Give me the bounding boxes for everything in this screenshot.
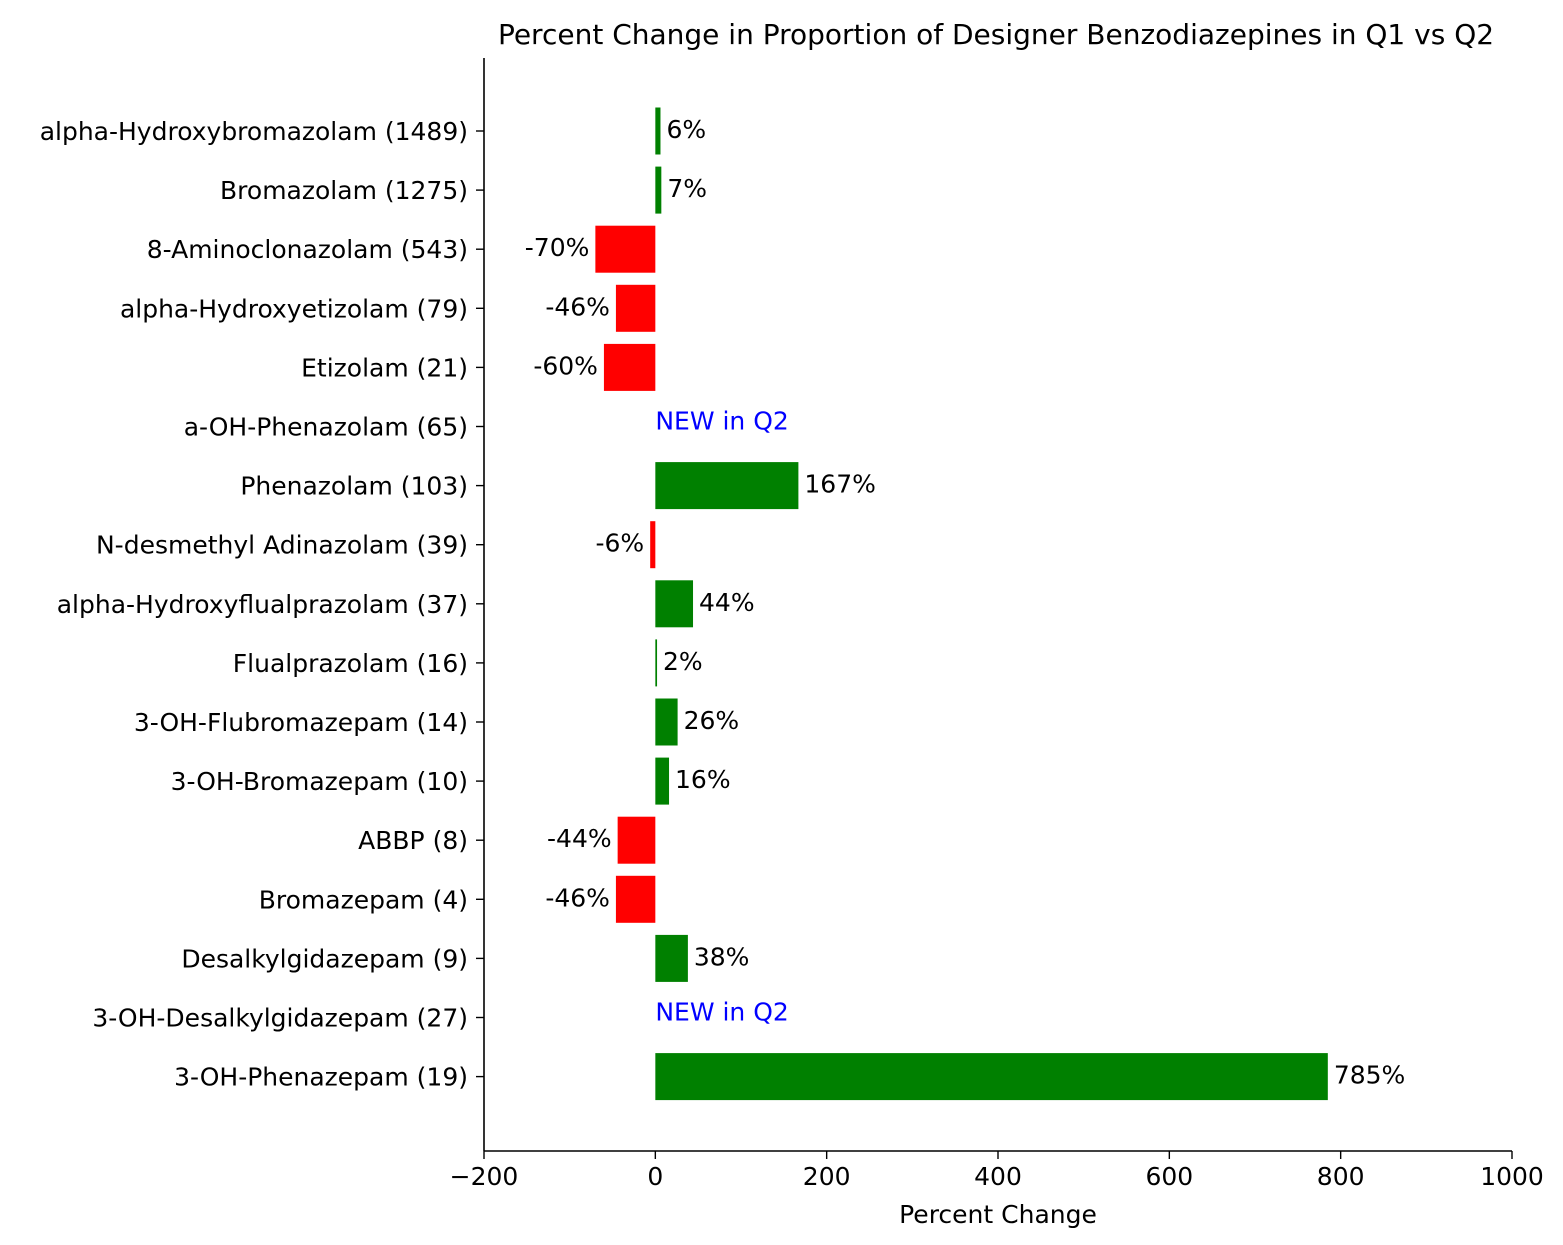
bar bbox=[655, 580, 694, 628]
y-axis-ticks: alpha-Hydroxybromazolam (1489) Bromazolam… bbox=[40, 117, 484, 1092]
y-tick-label: 3-OH-Flubromazepam (14) bbox=[134, 708, 468, 737]
bar bbox=[655, 757, 670, 805]
y-tick-label: Bromazepam (4) bbox=[259, 885, 468, 914]
y-tick-label: Desalkylgidazepam (9) bbox=[181, 944, 468, 973]
bar bbox=[655, 107, 661, 155]
bar-value-label: 38% bbox=[694, 942, 750, 971]
bar-value-label: 26% bbox=[684, 706, 740, 735]
bar-value-label: -60% bbox=[533, 351, 598, 380]
y-tick-label: alpha-Hydroxybromazolam (1489) bbox=[40, 117, 468, 146]
bar bbox=[615, 284, 656, 332]
x-tick-label: 200 bbox=[803, 1162, 851, 1191]
x-tick-label: 0 bbox=[647, 1162, 663, 1191]
bar bbox=[617, 816, 656, 864]
y-tick-label: 3-OH-Desalkylgidazepam (27) bbox=[92, 1004, 468, 1033]
bar bbox=[655, 462, 799, 510]
bar-value-label: 2% bbox=[663, 647, 703, 676]
bar-value-label: 167% bbox=[804, 470, 875, 499]
x-tick-label: −200 bbox=[450, 1162, 519, 1191]
bar bbox=[655, 166, 662, 214]
bar-value-label: -44% bbox=[547, 824, 612, 853]
x-tick-label: 800 bbox=[1317, 1162, 1365, 1191]
bar bbox=[603, 343, 656, 391]
bar-labels-group: 6% 7% -70% -46% -60% NEW in Q2 167% -6% 44% 2% 26%… bbox=[525, 115, 1406, 1090]
bar bbox=[595, 225, 656, 273]
bar-value-label: 44% bbox=[699, 588, 755, 617]
bar-value-label: -6% bbox=[596, 529, 645, 558]
y-tick-label: Flualprazolam (16) bbox=[233, 649, 468, 678]
y-tick-label: 3-OH-Phenazepam (19) bbox=[174, 1063, 468, 1092]
bars-group bbox=[595, 107, 1328, 1101]
x-tick-label: 600 bbox=[1145, 1162, 1193, 1191]
y-tick-label: ABBP (8) bbox=[358, 826, 468, 855]
y-tick-label: 8-Aminoclonazolam (543) bbox=[147, 235, 468, 264]
bar-value-label: 6% bbox=[666, 115, 706, 144]
chart-title: Percent Change in Proportion of Designer… bbox=[498, 18, 1494, 51]
bar bbox=[655, 934, 688, 982]
bar bbox=[650, 521, 656, 569]
bar-value-label: 16% bbox=[675, 765, 731, 794]
y-tick-label: alpha-Hydroxyflualprazolam (37) bbox=[57, 590, 468, 619]
y-tick-label: 3-OH-Bromazepam (10) bbox=[171, 767, 468, 796]
bar bbox=[615, 875, 656, 923]
x-tick-label: 1000 bbox=[1480, 1162, 1544, 1191]
y-tick-label: alpha-Hydroxyetizolam (79) bbox=[120, 294, 468, 323]
y-tick-label: Phenazolam (103) bbox=[240, 472, 468, 501]
bar-value-label: 785% bbox=[1334, 1061, 1405, 1090]
y-tick-label: Etizolam (21) bbox=[301, 353, 468, 382]
y-tick-label: Bromazolam (1275) bbox=[220, 176, 468, 205]
bar bbox=[655, 639, 658, 687]
x-tick-label: 400 bbox=[974, 1162, 1022, 1191]
x-axis-label: Percent Change bbox=[899, 1200, 1097, 1229]
bar-value-label: 7% bbox=[667, 174, 707, 203]
bar-value-label: -46% bbox=[545, 883, 610, 912]
x-axis-ticks: −200 0 200 400 600 800 1000 bbox=[450, 1151, 1544, 1191]
new-in-q2-label: NEW in Q2 bbox=[655, 998, 788, 1027]
bar bbox=[655, 1053, 1328, 1101]
y-tick-label: N-desmethyl Adinazolam (39) bbox=[96, 531, 468, 560]
new-in-q2-label: NEW in Q2 bbox=[655, 407, 788, 436]
bar bbox=[655, 698, 678, 746]
bar-value-label: -70% bbox=[525, 233, 590, 262]
bar-value-label: -46% bbox=[545, 292, 610, 321]
y-tick-label: a-OH-Phenazolam (65) bbox=[184, 413, 468, 442]
